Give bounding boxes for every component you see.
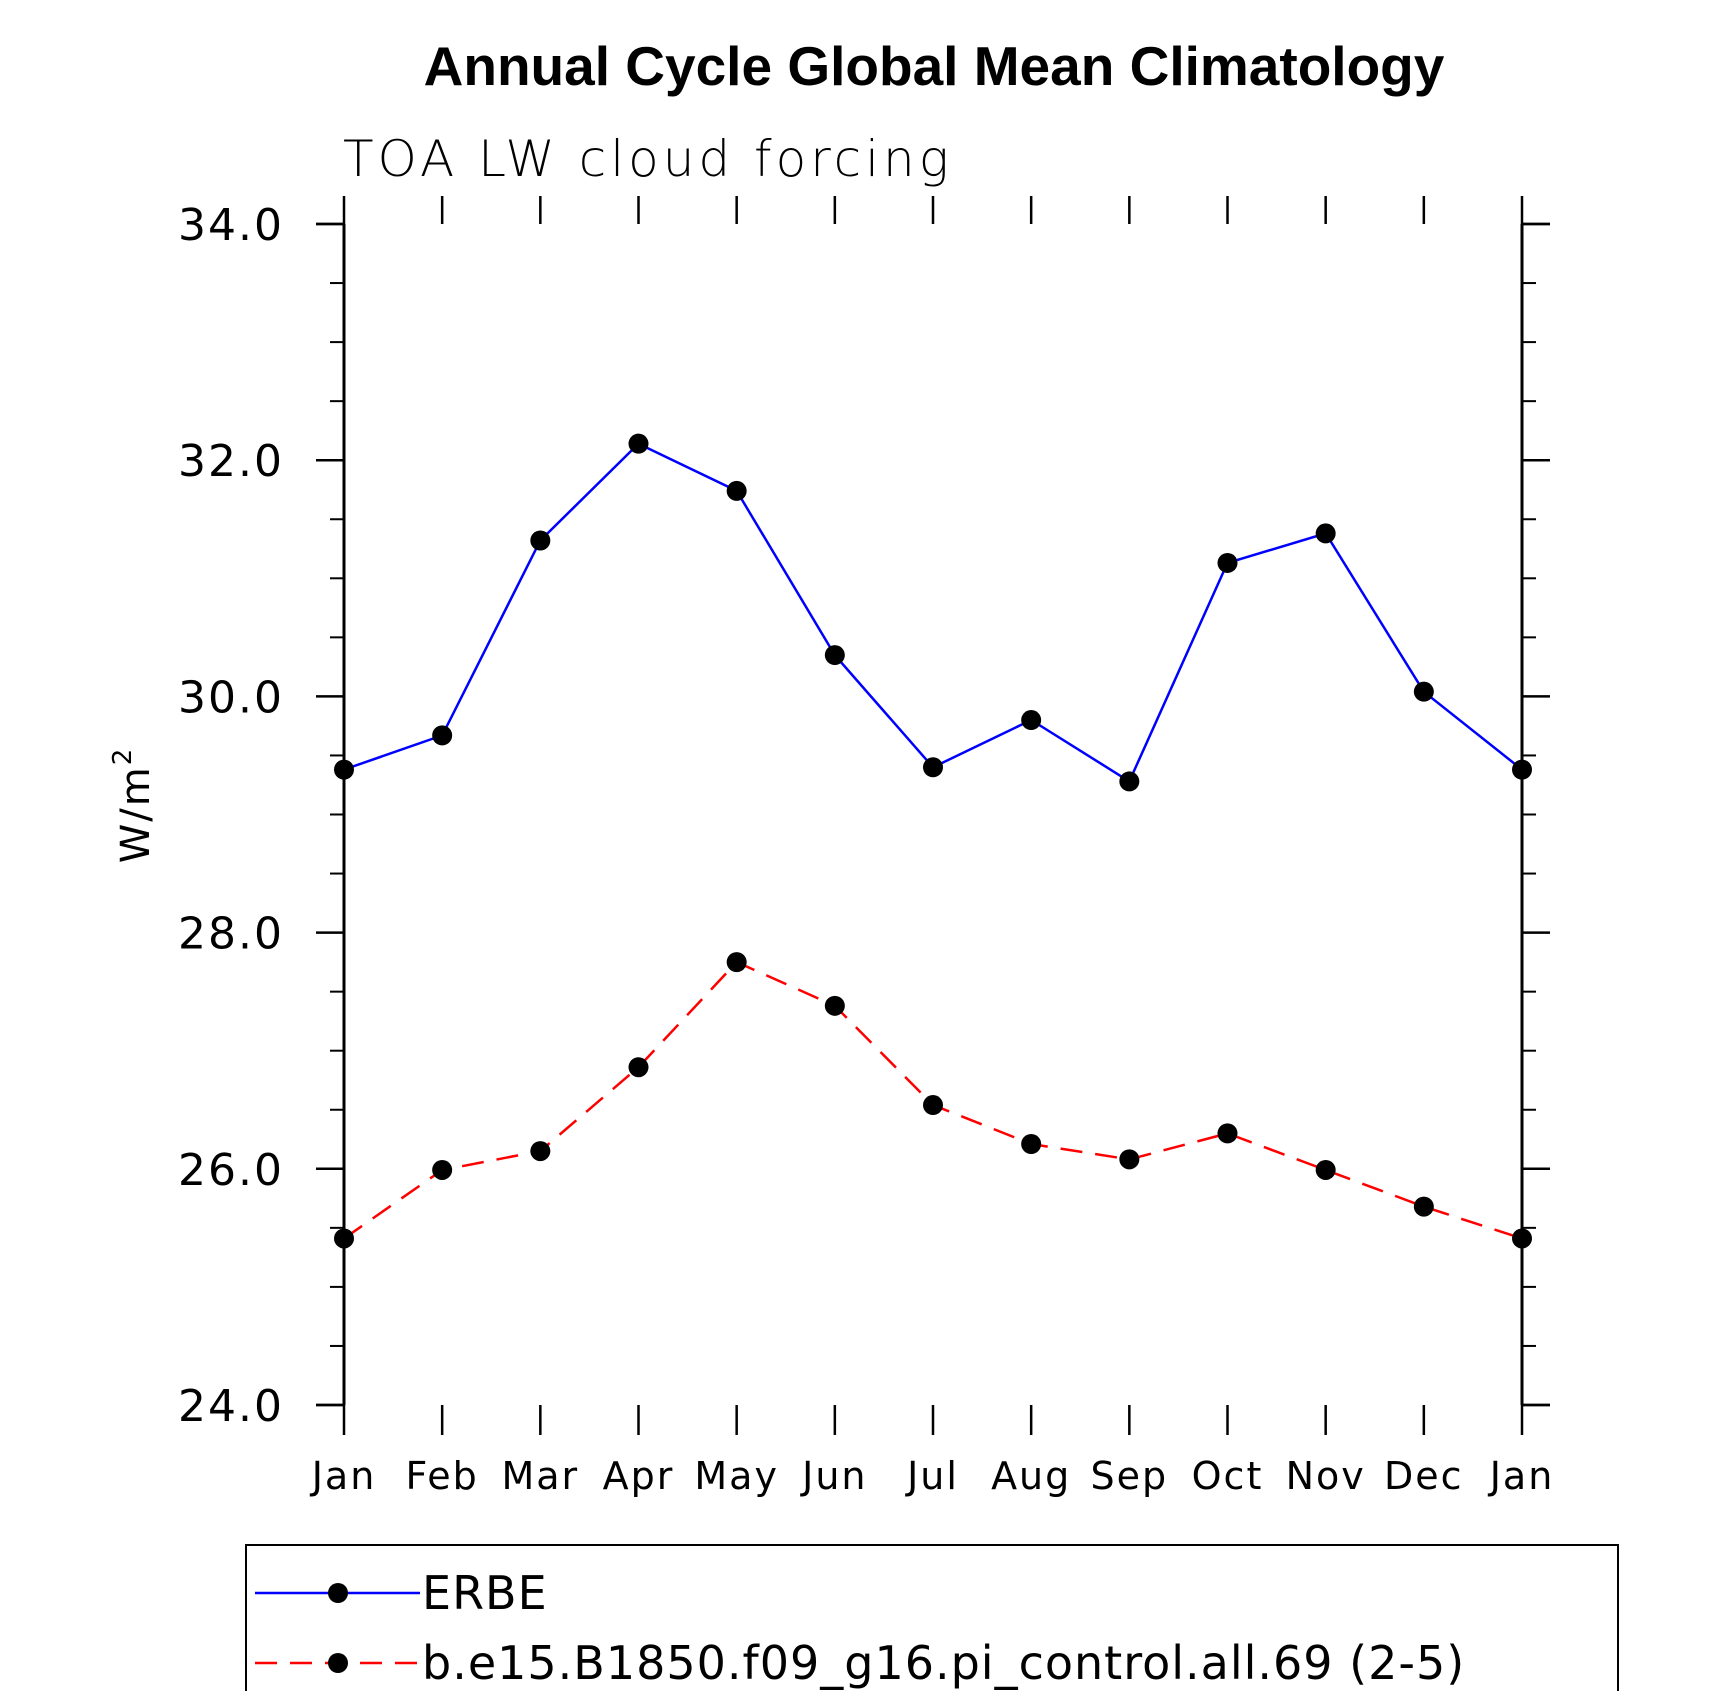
series-0-point [1315,523,1336,544]
series-1-point [1021,1133,1042,1154]
x-tick-label: Sep [1091,1454,1169,1498]
y-tick-label: 30.0 [178,672,284,723]
x-tick-label: Apr [603,1454,675,1498]
x-tick-label: Feb [406,1454,479,1498]
series-1-point [1217,1123,1238,1144]
x-axis: Jan Feb Mar Apr May Jun Jul Aug Sep Oct Nov Dec Jan [310,196,1555,1498]
series-0-point [824,645,845,666]
series-1-point [824,995,845,1016]
series-1-point [432,1159,453,1180]
series-1-point [923,1095,943,1116]
series-0-point [334,759,354,780]
series-0-point [432,725,453,746]
x-tick-label: Jul [905,1454,959,1498]
chart-subtitle: TOA LW cloud forcing [343,130,953,188]
x-tick-label: Aug [991,1454,1071,1498]
plot-frame [342,224,1524,1405]
series-1-point [628,1057,649,1078]
series-layer [334,433,1532,1249]
series-0-point [726,480,747,501]
svg-text:W/m2: W/m2 [108,747,159,864]
series-0-point [1217,552,1238,573]
legend-marker-1 [328,1653,348,1673]
y-tick-label: 28.0 [178,909,284,960]
x-tick-label: Dec [1384,1454,1464,1498]
y-tick-label: 34.0 [178,200,284,251]
x-tick-label: Mar [501,1454,579,1498]
series-0-point [1021,710,1042,731]
x-tick-label: May [694,1454,779,1498]
series-1-point [1512,1228,1532,1249]
y-axis-label-text: W/m [113,765,159,863]
series-0-point [1512,759,1532,780]
series-1-point [726,952,747,973]
series-1-point [1315,1159,1336,1180]
series-0-point [530,530,551,551]
y-tick-label: 32.0 [178,436,284,487]
legend-box [245,1544,1619,1691]
series-0-point [1413,681,1434,702]
y-axis: 24.0 26.0 28.0 30.0 32.0 34.0 [178,200,1550,1432]
series-0-point [1119,771,1140,792]
series-1-point [530,1141,551,1162]
series-0-point [628,433,649,454]
x-tick-label: Jan [1488,1454,1555,1498]
series-0-point [923,757,943,778]
legend-marker-0 [328,1583,348,1603]
x-tick-label: Jun [800,1454,867,1498]
series-line-0 [343,442,1523,784]
x-tick-label: Jan [310,1454,377,1498]
legend: ERBE b.e15.B1850.f09_g16.pi_control.all.6… [245,1544,1619,1691]
chart-title: Annual Cycle Global Mean Climatology [424,35,1445,97]
x-tick-label: Nov [1286,1454,1366,1498]
x-tick-label: Oct [1192,1454,1264,1498]
series-1-point [334,1228,354,1249]
series-1-point [1119,1149,1140,1170]
y-axis-label-superscript: 2 [108,747,138,766]
y-axis-label: W/m2 [108,747,159,864]
series-1-point [1413,1196,1434,1217]
y-tick-label: 24.0 [178,1381,284,1432]
legend-label-0: ERBE [422,1566,548,1620]
y-tick-label: 26.0 [178,1145,284,1196]
legend-label-1: b.e15.B1850.f09_g16.pi_control.all.69 (2… [422,1636,1465,1690]
